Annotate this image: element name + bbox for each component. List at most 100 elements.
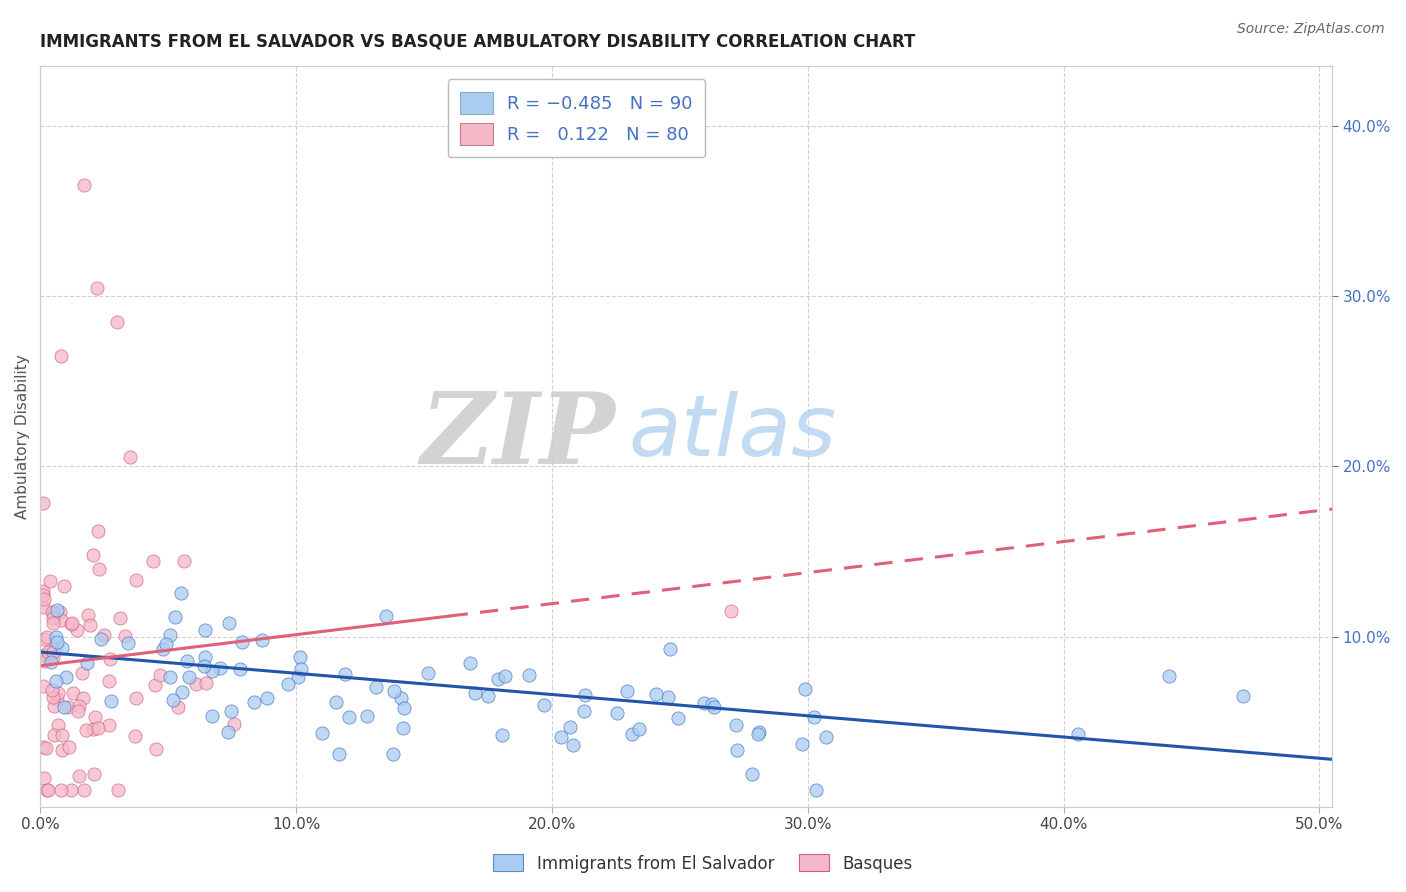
Point bbox=[184, 677, 207, 691]
Point bbox=[221, 704, 243, 718]
Point bbox=[46, 603, 69, 617]
Point bbox=[84, 710, 107, 724]
Point bbox=[572, 704, 595, 718]
Point bbox=[76, 608, 98, 623]
Point bbox=[32, 632, 55, 647]
Point bbox=[325, 695, 347, 709]
Point bbox=[494, 669, 516, 683]
Point bbox=[72, 783, 94, 797]
Point bbox=[574, 688, 596, 702]
Point bbox=[145, 678, 167, 692]
Point bbox=[124, 729, 146, 743]
Point bbox=[149, 668, 172, 682]
Point bbox=[194, 623, 217, 637]
Y-axis label: Ambulatory Disability: Ambulatory Disability bbox=[15, 354, 30, 519]
Point bbox=[37, 783, 59, 797]
Point bbox=[32, 592, 55, 607]
Point bbox=[803, 710, 825, 724]
Point bbox=[42, 605, 65, 619]
Point bbox=[67, 768, 90, 782]
Point bbox=[486, 672, 509, 686]
Point bbox=[477, 689, 499, 703]
Point bbox=[41, 606, 63, 620]
Point bbox=[155, 636, 177, 650]
Point bbox=[145, 742, 167, 756]
Point bbox=[75, 723, 97, 738]
Point bbox=[32, 771, 55, 785]
Point bbox=[45, 674, 67, 689]
Text: Source: ZipAtlas.com: Source: ZipAtlas.com bbox=[1237, 22, 1385, 37]
Point bbox=[51, 728, 73, 742]
Point bbox=[560, 720, 582, 734]
Point bbox=[328, 747, 350, 761]
Point bbox=[42, 650, 65, 665]
Point bbox=[201, 709, 224, 723]
Point bbox=[392, 722, 415, 736]
Point bbox=[173, 554, 195, 568]
Point bbox=[222, 717, 245, 731]
Point bbox=[98, 652, 121, 666]
Point bbox=[66, 704, 89, 718]
Point bbox=[42, 615, 65, 630]
Point bbox=[32, 599, 55, 614]
Point bbox=[105, 315, 128, 329]
Point bbox=[34, 654, 56, 668]
Point bbox=[792, 737, 814, 751]
Point bbox=[59, 783, 82, 797]
Point bbox=[806, 783, 828, 797]
Point bbox=[333, 666, 356, 681]
Point bbox=[90, 632, 112, 646]
Point bbox=[45, 692, 67, 706]
Point bbox=[39, 574, 62, 588]
Point bbox=[550, 731, 572, 745]
Point bbox=[48, 718, 70, 732]
Point bbox=[60, 616, 83, 631]
Point bbox=[82, 723, 104, 737]
Point bbox=[392, 701, 415, 715]
Point bbox=[416, 665, 439, 680]
Point bbox=[250, 632, 273, 647]
Point bbox=[703, 700, 725, 714]
Point bbox=[159, 670, 181, 684]
Point bbox=[1232, 690, 1254, 704]
Point bbox=[287, 670, 309, 684]
Point bbox=[748, 725, 770, 739]
Point bbox=[42, 698, 65, 713]
Point bbox=[46, 686, 69, 700]
Point bbox=[41, 682, 63, 697]
Point bbox=[170, 685, 193, 699]
Point bbox=[231, 634, 253, 648]
Legend: Immigrants from El Salvador, Basques: Immigrants from El Salvador, Basques bbox=[486, 847, 920, 880]
Point bbox=[67, 698, 90, 713]
Point bbox=[42, 611, 65, 625]
Point bbox=[66, 624, 89, 638]
Point bbox=[39, 656, 62, 670]
Point bbox=[720, 604, 742, 618]
Point bbox=[657, 690, 679, 704]
Point bbox=[142, 554, 165, 568]
Point bbox=[458, 656, 481, 670]
Point bbox=[152, 642, 174, 657]
Point bbox=[98, 717, 121, 731]
Point bbox=[82, 548, 104, 562]
Point bbox=[125, 573, 148, 587]
Point bbox=[176, 654, 198, 668]
Point bbox=[42, 645, 65, 659]
Point bbox=[86, 280, 108, 294]
Point bbox=[97, 674, 120, 689]
Point bbox=[52, 699, 75, 714]
Point bbox=[741, 766, 763, 780]
Point bbox=[193, 659, 215, 673]
Point bbox=[34, 740, 56, 755]
Point bbox=[70, 666, 93, 681]
Point bbox=[32, 679, 55, 693]
Point bbox=[72, 690, 94, 705]
Point bbox=[356, 709, 378, 723]
Point bbox=[243, 696, 266, 710]
Point bbox=[42, 727, 65, 741]
Point bbox=[166, 700, 188, 714]
Point bbox=[162, 693, 184, 707]
Point bbox=[44, 640, 66, 654]
Point bbox=[616, 684, 638, 698]
Point bbox=[100, 694, 122, 708]
